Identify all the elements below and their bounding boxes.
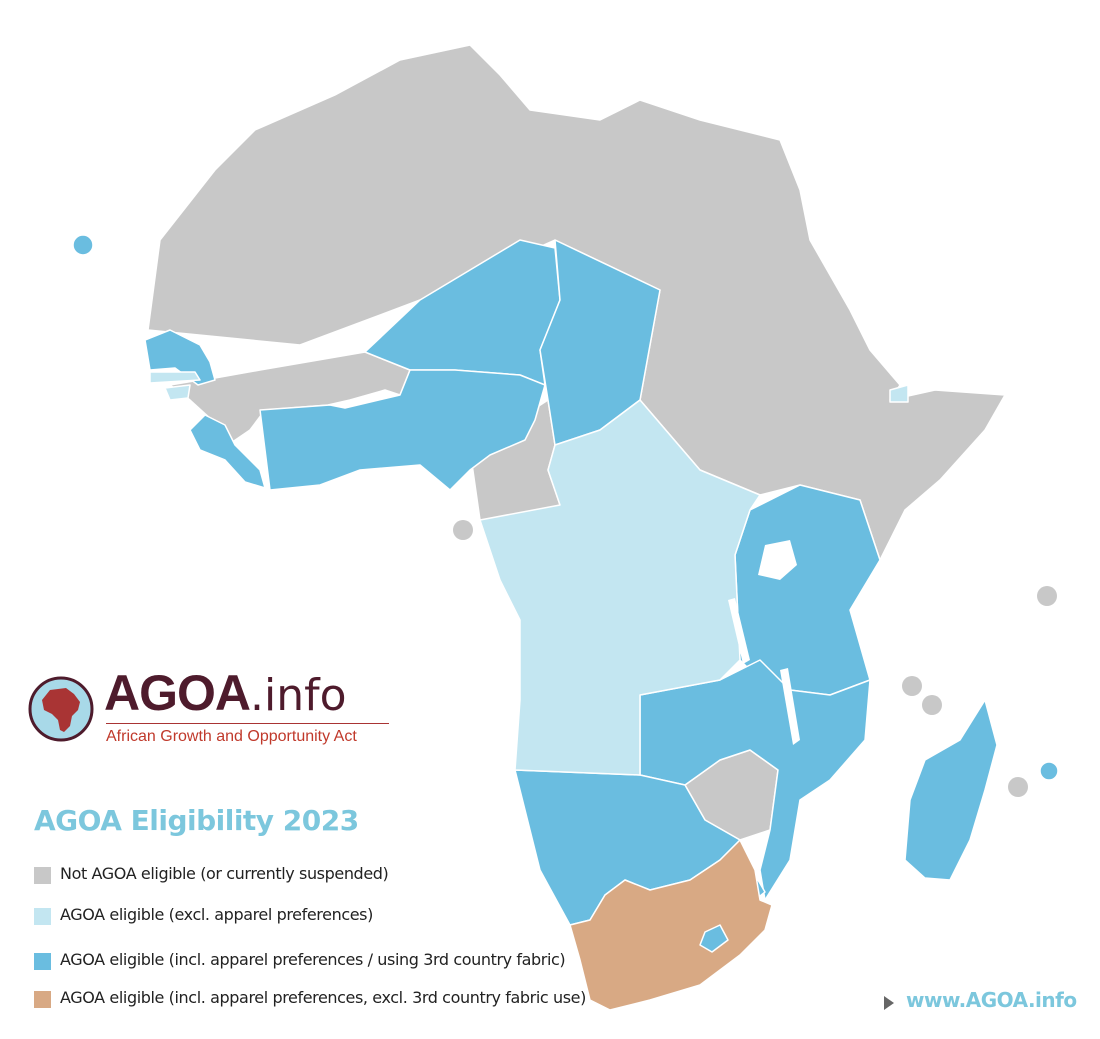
- legend-swatch: [34, 991, 51, 1008]
- logo-brand-bold: AGOA: [104, 665, 251, 721]
- comoros-island-b: [922, 695, 942, 715]
- eligible-apparel-3rd-country-regions: [72, 234, 1059, 926]
- great-lakes: [728, 540, 800, 745]
- legend-title: AGOA Eligibility 2023: [34, 804, 359, 837]
- not-eligible-regions: [147, 44, 1006, 841]
- website-url[interactable]: www.AGOA.info: [906, 988, 1077, 1012]
- south-africa-region: [569, 839, 773, 1011]
- logo-divider: [106, 723, 389, 724]
- senegal-region: [144, 329, 216, 386]
- legend-label: AGOA eligible (excl. apparel preferences…: [60, 905, 373, 924]
- congo-basin-region: [479, 399, 761, 776]
- lake-malawi-shape: [780, 668, 800, 745]
- lake-tanganyika-shape: [728, 598, 750, 664]
- logo-wordmark: AGOA.info: [104, 668, 347, 718]
- agoa-logo: AGOA.info African Growth and Opportunity…: [28, 668, 408, 752]
- legend-label: AGOA eligible (incl. apparel preferences…: [60, 988, 586, 1007]
- guinea-bissau-region: [164, 384, 191, 401]
- djibouti-region: [889, 384, 909, 403]
- mauritius-island: [1039, 761, 1059, 781]
- madagascar-region: [904, 699, 998, 881]
- play-arrow-icon: [884, 996, 894, 1010]
- eligible-no-apparel-regions: [149, 371, 909, 776]
- ghana-nigeria-region: [259, 369, 546, 491]
- reunion-island: [1008, 777, 1028, 797]
- comoros-island-a: [902, 676, 922, 696]
- legend-label: AGOA eligible (incl. apparel preferences…: [60, 950, 566, 969]
- gambia-region: [149, 371, 201, 384]
- non-eligible-islands: [453, 520, 1057, 797]
- legend-label: Not AGOA eligible (or currently suspende…: [60, 864, 389, 883]
- legend-swatch: [34, 867, 51, 884]
- logo-brand-light: .info: [250, 670, 347, 721]
- legend-swatch: [34, 953, 51, 970]
- seychelles-island: [1037, 586, 1057, 606]
- lake-victoria-shape: [758, 540, 797, 580]
- cabo-verde-island: [72, 234, 94, 256]
- logo-subtitle: African Growth and Opportunity Act: [106, 728, 357, 745]
- lesotho-region: [699, 924, 729, 953]
- liberia-sierra-leone-region: [189, 414, 266, 489]
- eligible-apparel-no-3rd-country-regions: [569, 839, 773, 1011]
- sao-tome-island: [453, 520, 473, 540]
- africa-globe-icon: [28, 676, 94, 742]
- legend-swatch: [34, 908, 51, 925]
